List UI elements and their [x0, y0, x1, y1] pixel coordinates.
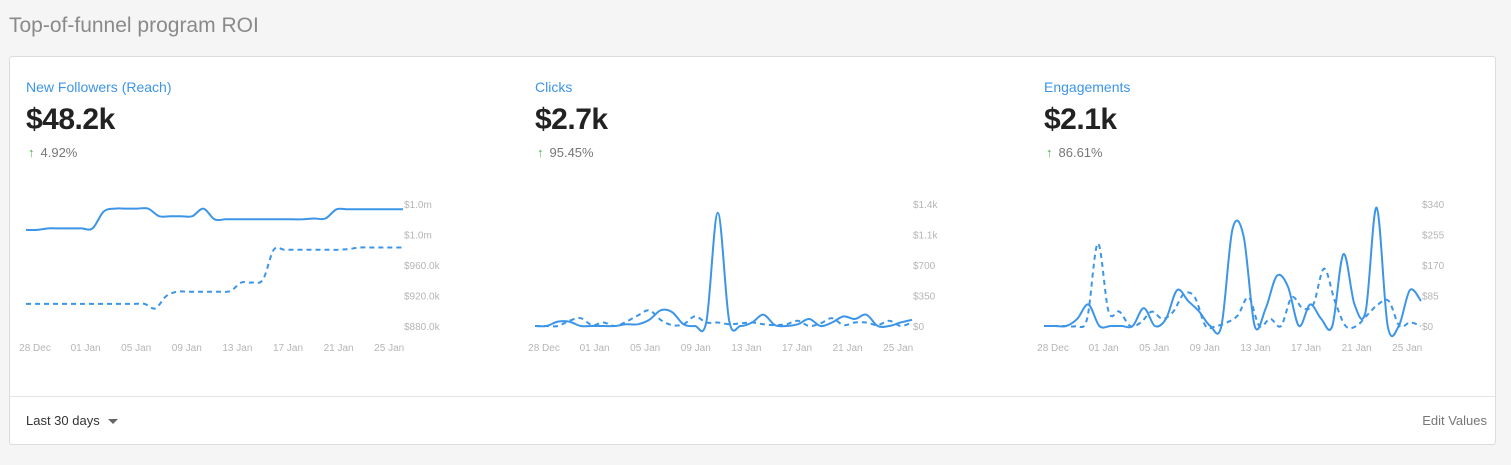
series-line-current — [25, 207, 403, 232]
arrow-up-icon: ↑ — [1046, 145, 1053, 160]
metric-title[interactable]: Engagements — [1044, 79, 1131, 95]
metric-change: ↑ 86.61% — [1046, 145, 1103, 160]
y-tick-label: $920.0k — [404, 292, 441, 303]
metric-engagements: Engagements $2.1k ↑ 86.61% $340 $255 $170 $8… — [1028, 57, 1511, 397]
x-tick-label: 13 Jan — [1240, 343, 1270, 354]
chart-new-followers: $1.0m $1.0m $960.0k $920.0k $880.0k 28 Dec 01 … — [19, 200, 441, 354]
x-tick-label: 05 Jan — [121, 343, 151, 354]
y-tick-label: $1.0m — [404, 231, 432, 242]
card-footer: Last 30 days Edit Values — [10, 396, 1495, 447]
x-tick-label: 28 Dec — [1037, 343, 1069, 354]
x-tick-label: 01 Jan — [1089, 343, 1119, 354]
x-tick-label: 28 Dec — [528, 343, 560, 354]
y-tick-label: $0 — [913, 322, 925, 333]
metric-change: ↑ 95.45% — [537, 145, 594, 160]
x-tick-label: 09 Jan — [172, 343, 202, 354]
x-tick-label: 25 Jan — [883, 343, 913, 354]
x-tick-label: 21 Jan — [324, 343, 354, 354]
y-tick-label: $880.0k — [404, 322, 441, 333]
metric-value: $48.2k — [26, 103, 115, 136]
y-tick-label: $0 — [1422, 322, 1434, 333]
y-tick-label: $1.4k — [913, 200, 938, 211]
chart-engagements: $340 $255 $170 $85 $0 28 Dec 01 Jan 05 Jan 09 Ja… — [1037, 200, 1445, 354]
x-tick-label: 25 Jan — [1392, 343, 1422, 354]
y-tick-label: $1.1k — [913, 231, 938, 242]
chevron-down-icon — [107, 419, 118, 425]
arrow-up-icon: ↑ — [537, 145, 544, 160]
arrow-up-icon: ↑ — [28, 145, 35, 160]
x-tick-label: 21 Jan — [833, 343, 863, 354]
metric-value: $2.1k — [1044, 103, 1117, 136]
x-tick-label: 28 Dec — [19, 343, 51, 354]
y-tick-label: $340 — [1422, 200, 1445, 211]
chart-clicks: $1.4k $1.1k $700 $350 $0 28 Dec 01 Jan 05 Jan 09… — [528, 200, 938, 354]
x-tick-label: 01 Jan — [580, 343, 610, 354]
roi-card: New Followers (Reach) $48.2k ↑ 4.92% $1.0… — [9, 56, 1496, 445]
x-tick-label: 21 Jan — [1342, 343, 1372, 354]
y-tick-label: $960.0k — [404, 261, 441, 272]
metric-change-value: 86.61% — [1058, 145, 1103, 160]
x-tick-label: 17 Jan — [1291, 343, 1321, 354]
metric-title[interactable]: New Followers (Reach) — [26, 79, 172, 95]
x-tick-label: 13 Jan — [222, 343, 252, 354]
x-tick-label: 05 Jan — [1139, 343, 1169, 354]
date-range-label: Last 30 days — [26, 413, 100, 428]
series-line-previous — [26, 246, 403, 310]
x-tick-label: 17 Jan — [273, 343, 303, 354]
x-tick-label: 09 Jan — [1190, 343, 1220, 354]
series-line-current — [1044, 206, 1422, 338]
date-range-select[interactable]: Last 30 days — [26, 413, 118, 428]
x-tick-label: 09 Jan — [681, 343, 711, 354]
x-tick-label: 13 Jan — [731, 343, 761, 354]
metric-clicks: Clicks $2.7k ↑ 95.45% $1.4k $1.1k $700 $350 $… — [519, 57, 1019, 397]
y-tick-label: $1.0m — [404, 200, 432, 211]
y-tick-label: $350 — [913, 292, 936, 303]
y-tick-label: $255 — [1422, 231, 1445, 242]
metric-title[interactable]: Clicks — [535, 79, 573, 95]
x-tick-label: 25 Jan — [374, 343, 404, 354]
x-tick-label: 17 Jan — [782, 343, 812, 354]
y-tick-label: $85 — [1422, 292, 1439, 303]
metric-new-followers: New Followers (Reach) $48.2k ↑ 4.92% $1.0… — [10, 57, 510, 397]
x-tick-label: 01 Jan — [71, 343, 101, 354]
x-tick-label: 05 Jan — [630, 343, 660, 354]
metric-change-value: 95.45% — [549, 145, 594, 160]
metric-value: $2.7k — [535, 103, 608, 136]
edit-values-link[interactable]: Edit Values — [1422, 413, 1487, 428]
series-line-previous — [1044, 242, 1422, 330]
page-title: Top-of-funnel program ROI — [9, 14, 259, 37]
series-line-previous — [535, 309, 913, 328]
y-tick-label: $170 — [1422, 261, 1445, 272]
series-line-current — [534, 211, 913, 333]
metric-change-value: 4.92% — [40, 145, 78, 160]
y-tick-label: $700 — [913, 261, 936, 272]
metric-change: ↑ 4.92% — [28, 145, 77, 160]
